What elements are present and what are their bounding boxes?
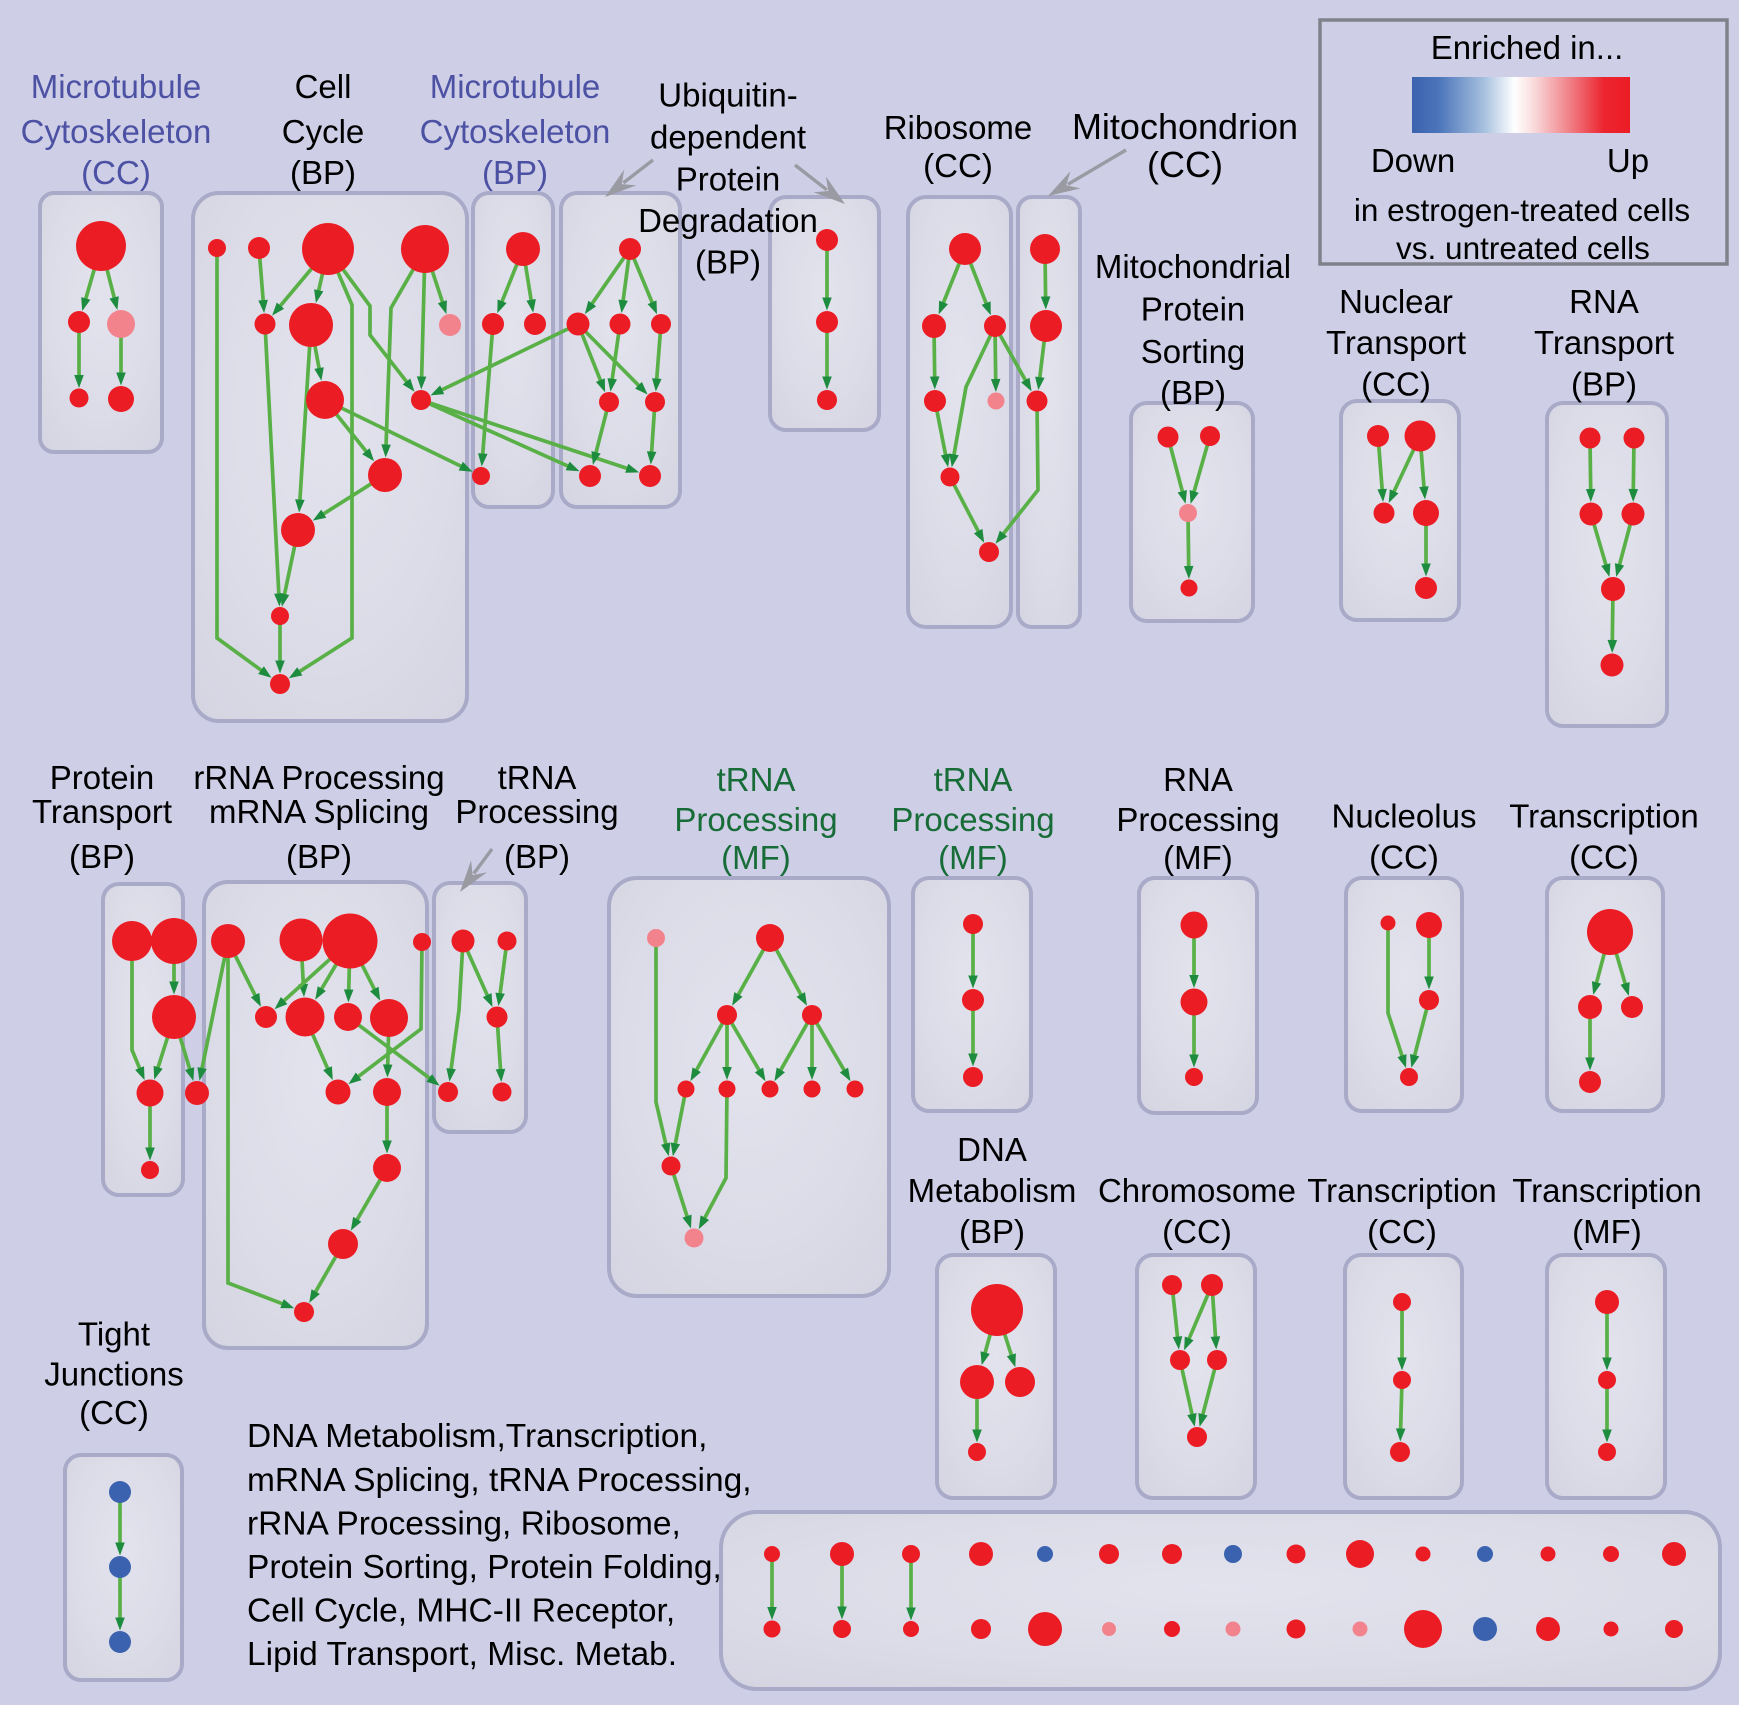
svg-text:mRNA Splicing, tRNA Processing: mRNA Splicing, tRNA Processing, [247,1462,752,1499]
svg-text:(BP): (BP) [504,838,570,875]
svg-text:Transport: Transport [32,793,172,830]
svg-text:Cytoskeleton: Cytoskeleton [21,113,212,150]
svg-text:Transcription: Transcription [1509,798,1699,835]
svg-text:Cell Cycle, MHC-II Receptor,: Cell Cycle, MHC-II Receptor, [247,1593,675,1630]
svg-text:Cytoskeleton: Cytoskeleton [420,113,611,150]
svg-text:in estrogen-treated cells: in estrogen-treated cells [1354,192,1690,228]
svg-text:(CC): (CC) [1369,839,1439,876]
svg-text:Sorting: Sorting [1141,333,1246,370]
svg-text:Chromosome: Chromosome [1098,1172,1296,1209]
svg-text:Lipid Transport, Misc. Metab.: Lipid Transport, Misc. Metab. [247,1636,677,1673]
svg-text:dependent: dependent [650,119,806,156]
svg-text:(CC): (CC) [1361,366,1431,403]
svg-text:(CC): (CC) [1367,1213,1437,1250]
svg-text:(CC): (CC) [1147,144,1223,185]
svg-text:Microtubule: Microtubule [31,68,202,105]
svg-text:tRNA: tRNA [498,759,577,796]
svg-text:RNA: RNA [1569,283,1639,320]
svg-text:(BP): (BP) [1571,366,1637,403]
svg-text:Processing: Processing [1116,801,1279,838]
svg-text:Cycle: Cycle [282,113,365,150]
svg-text:(BP): (BP) [695,244,761,281]
svg-text:(CC): (CC) [1569,839,1639,876]
svg-text:(BP): (BP) [1160,374,1226,411]
svg-text:Processing: Processing [891,801,1054,838]
svg-text:Protein Sorting, Protein Foldi: Protein Sorting, Protein Folding, [247,1549,722,1586]
svg-text:Degradation: Degradation [638,202,818,239]
svg-text:(CC): (CC) [79,1394,149,1431]
svg-text:(BP): (BP) [959,1213,1025,1250]
svg-text:Protein: Protein [50,759,155,796]
svg-text:DNA Metabolism,Transcription,: DNA Metabolism,Transcription, [247,1418,707,1455]
svg-text:Protein: Protein [676,161,781,198]
svg-text:(MF): (MF) [938,839,1008,876]
svg-text:mRNA Splicing: mRNA Splicing [209,793,429,830]
svg-text:RNA: RNA [1163,761,1233,798]
svg-text:Tight: Tight [78,1316,150,1353]
svg-text:Nuclear: Nuclear [1339,283,1453,320]
svg-text:Down: Down [1371,142,1455,179]
svg-text:Junctions: Junctions [44,1356,183,1393]
svg-text:Protein: Protein [1141,291,1246,328]
svg-text:Processing: Processing [455,793,618,830]
svg-text:rRNA Processing: rRNA Processing [193,759,444,796]
svg-text:Transcription: Transcription [1512,1172,1702,1209]
svg-text:tRNA: tRNA [717,761,796,798]
svg-text:rRNA Processing, Ribosome,: rRNA Processing, Ribosome, [247,1506,681,1543]
svg-text:(BP): (BP) [69,838,135,875]
svg-text:(CC): (CC) [923,147,993,184]
svg-text:Transport: Transport [1534,324,1674,361]
svg-text:Microtubule: Microtubule [430,68,601,105]
svg-text:Enriched in...: Enriched in... [1431,29,1624,66]
svg-text:Transcription: Transcription [1307,1172,1497,1209]
svg-text:Metabolism: Metabolism [908,1172,1077,1209]
svg-text:Mitochondrion: Mitochondrion [1072,106,1298,147]
svg-text:Nucleolus: Nucleolus [1332,798,1477,835]
svg-text:(BP): (BP) [286,838,352,875]
svg-text:tRNA: tRNA [934,761,1013,798]
svg-text:(BP): (BP) [290,154,356,191]
svg-text:Transport: Transport [1326,324,1466,361]
svg-text:Ubiquitin-: Ubiquitin- [658,77,797,114]
svg-text:(CC): (CC) [81,154,151,191]
svg-text:(MF): (MF) [721,839,791,876]
svg-text:Processing: Processing [674,801,837,838]
svg-text:DNA: DNA [957,1131,1027,1168]
svg-text:Cell: Cell [295,68,352,105]
svg-text:(BP): (BP) [482,154,548,191]
svg-text:(MF): (MF) [1163,839,1233,876]
svg-text:(CC): (CC) [1162,1213,1232,1250]
svg-text:Ribosome: Ribosome [884,109,1033,146]
svg-text:Up: Up [1607,142,1649,179]
svg-text:Mitochondrial: Mitochondrial [1095,248,1291,285]
svg-text:(MF): (MF) [1572,1213,1642,1250]
svg-text:vs. untreated cells: vs. untreated cells [1396,230,1650,266]
